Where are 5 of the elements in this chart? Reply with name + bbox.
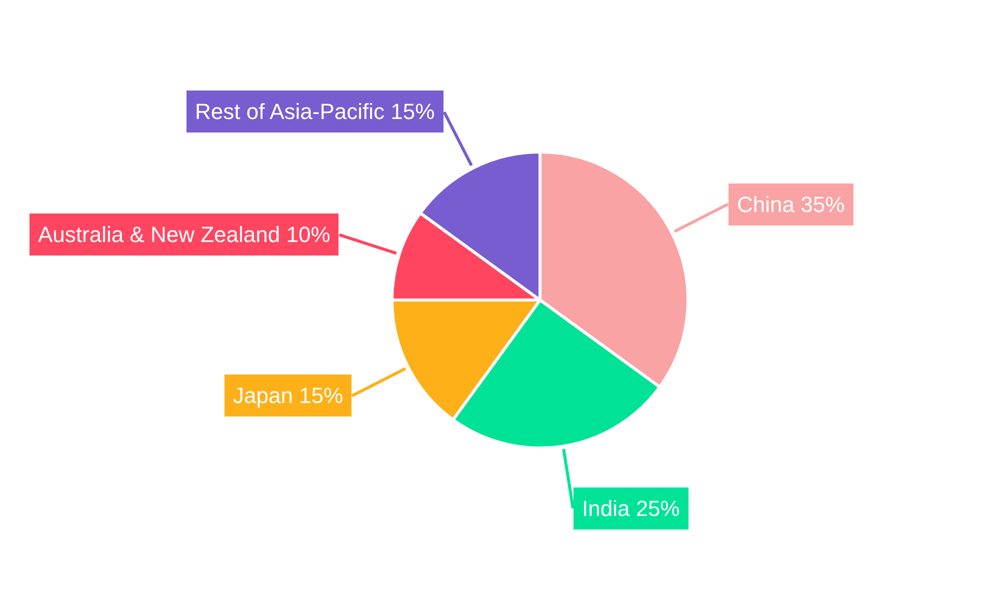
slice-label: China 35% (737, 192, 845, 217)
slice-label: Japan 15% (233, 383, 344, 408)
slice-label: Rest of Asia-Pacific 15% (195, 99, 435, 124)
slice-label: Australia & New Zealand 10% (38, 222, 330, 247)
slice-label: India 25% (582, 496, 680, 521)
